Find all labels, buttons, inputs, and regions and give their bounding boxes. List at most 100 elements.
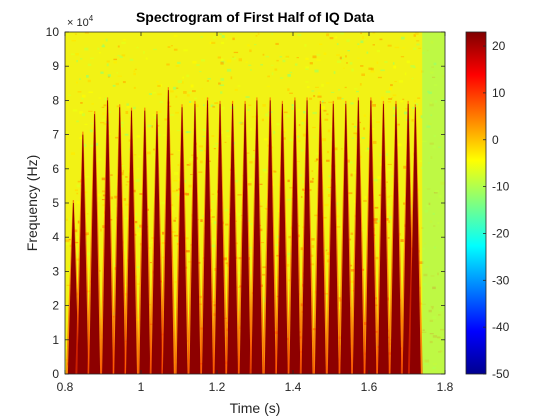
noise-cell bbox=[133, 154, 137, 156]
noise-cell bbox=[277, 235, 279, 238]
noise-cell bbox=[391, 175, 394, 177]
noise-cell bbox=[351, 68, 354, 72]
noise-cell bbox=[220, 58, 224, 61]
noise-cell bbox=[337, 284, 341, 287]
noise-cell bbox=[183, 91, 187, 94]
chirp-mark bbox=[202, 100, 213, 374]
noise-cell bbox=[103, 123, 108, 126]
noise-cell bbox=[200, 36, 204, 38]
noise-cell bbox=[173, 219, 176, 222]
noise-cell bbox=[238, 58, 242, 62]
noise-cell bbox=[360, 40, 364, 44]
noise-cell bbox=[76, 201, 80, 204]
noise-cell bbox=[328, 101, 333, 103]
noise-cell bbox=[186, 131, 191, 133]
noise-cell bbox=[420, 115, 423, 119]
noise-cell bbox=[102, 44, 105, 47]
noise-cell bbox=[363, 39, 367, 41]
noise-cell bbox=[177, 164, 180, 166]
noise-cell bbox=[289, 92, 293, 94]
noise-cell bbox=[89, 144, 94, 147]
noise-cell bbox=[157, 134, 161, 137]
noise-cell bbox=[301, 119, 305, 122]
noise-cell bbox=[84, 144, 87, 147]
noise-cell bbox=[153, 148, 155, 151]
noise-cell bbox=[323, 294, 329, 296]
chirp-mark bbox=[227, 103, 239, 374]
noise-cell bbox=[315, 86, 319, 88]
noise-cell bbox=[394, 46, 400, 49]
x-tick-label: 1.6 bbox=[361, 380, 378, 394]
noise-cell bbox=[214, 102, 219, 104]
noise-cell bbox=[363, 200, 367, 202]
noise-cell bbox=[414, 100, 416, 103]
noise-cell bbox=[287, 179, 290, 183]
noise-cell bbox=[314, 69, 319, 73]
noise-cell bbox=[173, 48, 178, 51]
noise-cell bbox=[377, 176, 382, 180]
noise-cell bbox=[79, 137, 83, 139]
noise-cell bbox=[74, 241, 79, 244]
noise-cell bbox=[312, 177, 314, 180]
noise-cell bbox=[310, 180, 314, 183]
noise-cell bbox=[238, 122, 243, 124]
noise-cell bbox=[297, 225, 300, 227]
noise-cell bbox=[249, 49, 252, 53]
noise-cell bbox=[263, 138, 268, 141]
chirp-mark bbox=[289, 100, 301, 374]
chirp-mark bbox=[365, 100, 377, 374]
noise-cell bbox=[210, 244, 216, 248]
noise-cell bbox=[100, 71, 104, 74]
noise-cell bbox=[316, 59, 321, 61]
noise-cell bbox=[189, 102, 193, 106]
noise-cell bbox=[247, 183, 252, 186]
noise-cell bbox=[389, 87, 393, 91]
noise-cell bbox=[124, 133, 129, 136]
noise-cell bbox=[287, 252, 292, 255]
colorbar-tick-label: 0 bbox=[492, 133, 499, 147]
noise-cell bbox=[392, 62, 395, 65]
noise-cell bbox=[65, 138, 68, 140]
noise-cell bbox=[296, 57, 299, 59]
noise-cell bbox=[194, 97, 198, 100]
noise-cell bbox=[79, 111, 83, 114]
noise-cell bbox=[210, 104, 214, 107]
noise-cell bbox=[174, 240, 177, 242]
noise-cell bbox=[121, 41, 126, 44]
chirp-mark bbox=[139, 110, 151, 374]
noise-cell bbox=[365, 149, 369, 152]
noise-cell bbox=[212, 201, 214, 203]
noise-cell bbox=[250, 69, 252, 71]
chirp-mark bbox=[314, 103, 326, 374]
noise-cell bbox=[84, 47, 89, 51]
noise-cell bbox=[198, 171, 203, 173]
noise-cell bbox=[104, 97, 108, 101]
noise-cell bbox=[136, 233, 141, 237]
noise-cell bbox=[379, 153, 382, 157]
x-axis-label: Time (s) bbox=[230, 400, 281, 416]
noise-cell bbox=[133, 70, 136, 73]
noise-cell bbox=[262, 53, 265, 56]
noise-cell bbox=[237, 194, 242, 196]
y-tick-label: 7 bbox=[52, 128, 59, 142]
noise-cell bbox=[309, 62, 313, 65]
noise-cell bbox=[349, 161, 353, 164]
noise-cell bbox=[271, 33, 273, 35]
noise-cell bbox=[327, 194, 331, 197]
noise-cell bbox=[102, 204, 105, 207]
noise-cell bbox=[170, 153, 174, 156]
noise-cell bbox=[196, 104, 199, 108]
noise-cell bbox=[219, 84, 225, 86]
noise-cell bbox=[393, 65, 397, 69]
noise-cell bbox=[224, 208, 228, 212]
noise-cell bbox=[90, 57, 94, 59]
noise-cell bbox=[212, 105, 216, 108]
noise-cell bbox=[265, 55, 270, 58]
noise-cell bbox=[65, 131, 68, 133]
noise-cell bbox=[247, 44, 250, 47]
noise-cell bbox=[88, 110, 93, 112]
noise-cell bbox=[175, 87, 179, 89]
noise-cell bbox=[289, 138, 293, 142]
noise-cell bbox=[234, 179, 238, 183]
